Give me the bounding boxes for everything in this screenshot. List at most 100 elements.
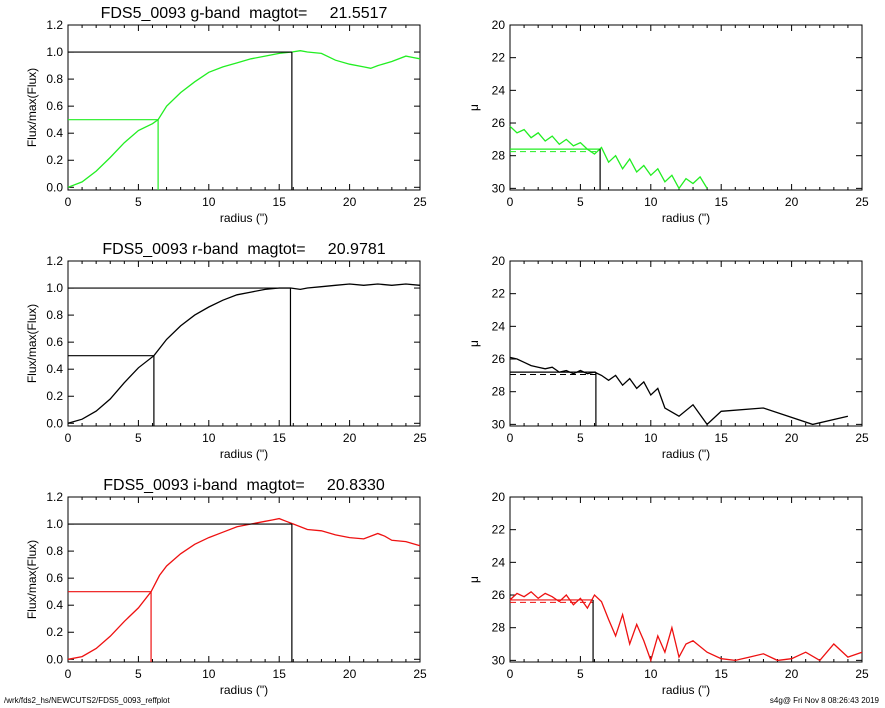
x-tick-label: 20 <box>343 195 357 209</box>
x-tick-label: 20 <box>343 667 357 681</box>
x-tick-label: 0 <box>65 195 72 209</box>
y-axis-label: μ <box>467 340 481 347</box>
y-tick-label: 0.2 <box>46 625 63 639</box>
x-tick-label: 5 <box>135 195 142 209</box>
y-tick-label: 0.4 <box>46 126 63 140</box>
x-tick-label: 15 <box>715 195 729 209</box>
series-line <box>67 50 421 188</box>
y-tick-label: 24 <box>492 83 506 97</box>
y-tick-label: 22 <box>492 51 506 65</box>
panel-3: 0 5 10 15 20 25 0.0 0.2 0.4 0.6 0.8 1.0 1.2 radius ("… <box>25 241 427 461</box>
y-tick-label: 22 <box>492 287 506 301</box>
y-tick-label: 22 <box>492 523 506 537</box>
y-tick-label: 0.8 <box>46 544 63 558</box>
y-tick-label: 30 <box>492 417 506 431</box>
x-tick-label: 0 <box>507 667 514 681</box>
y-tick-label: 0.8 <box>46 308 63 322</box>
y-tick-label: 0.0 <box>46 416 63 430</box>
y-tick-label: 0.2 <box>46 389 63 403</box>
y-tick-label: 0.4 <box>46 362 63 376</box>
x-tick-label: 10 <box>202 195 216 209</box>
y-tick-label: 24 <box>492 319 506 333</box>
x-tick-label: 25 <box>855 667 869 681</box>
x-tick-label: 0 <box>65 431 72 445</box>
x-tick-label: 20 <box>785 195 799 209</box>
x-tick-label: 10 <box>202 431 216 445</box>
y-tick-label: 0.6 <box>46 571 63 585</box>
panel-title: FDS5_0093 r-band magtot= 20.9781 <box>102 241 385 258</box>
plot-frame <box>509 260 863 427</box>
y-tick-label: 0.0 <box>46 652 63 666</box>
x-tick-label: 5 <box>577 667 584 681</box>
y-tick-label: 0.8 <box>46 72 63 86</box>
x-axis-label: radius (") <box>220 683 268 697</box>
y-axis-label: Flux/max(Flux) <box>25 68 39 147</box>
y-tick-label: 28 <box>492 385 506 399</box>
series-line <box>67 283 421 424</box>
panel-title: FDS5_0093 g-band magtot= 21.5517 <box>101 5 388 22</box>
series-line <box>509 356 849 426</box>
panel-4: 0 5 10 15 20 25 20 22 24 26 28 30 radius (") μ <box>467 254 869 461</box>
y-axis-label: Flux/max(Flux) <box>25 304 39 383</box>
panel-1: 0 5 10 15 20 25 0.0 0.2 0.4 0.6 0.8 1.0 1.2 radius ("… <box>25 5 427 225</box>
x-tick-label: 15 <box>273 667 287 681</box>
x-tick-label: 0 <box>65 667 72 681</box>
series-line <box>509 125 708 190</box>
panel-5: 0 5 10 15 20 25 0.0 0.2 0.4 0.6 0.8 1.0 1.2 radius ("… <box>25 477 427 697</box>
x-axis-label: radius (") <box>220 447 268 461</box>
x-tick-label: 15 <box>715 667 729 681</box>
y-tick-label: 20 <box>492 18 506 32</box>
plot-frame <box>67 24 421 191</box>
y-tick-label: 0.4 <box>46 598 63 612</box>
x-tick-label: 25 <box>413 195 427 209</box>
plot-frame <box>509 24 863 191</box>
footer-timestamp: s4g@ Fri Nov 8 08:26:43 2019 <box>769 696 879 705</box>
x-axis-label: radius (") <box>662 683 710 697</box>
y-tick-label: 0.6 <box>46 99 63 113</box>
x-tick-label: 10 <box>644 667 658 681</box>
plot-frame <box>509 496 863 663</box>
x-tick-label: 0 <box>507 195 514 209</box>
x-tick-label: 20 <box>785 431 799 445</box>
x-tick-label: 15 <box>273 195 287 209</box>
y-tick-label: 28 <box>492 149 506 163</box>
series-line <box>67 517 421 660</box>
y-tick-label: 1.2 <box>46 18 63 32</box>
x-tick-label: 10 <box>644 431 658 445</box>
y-tick-label: 0.6 <box>46 335 63 349</box>
x-tick-label: 25 <box>855 431 869 445</box>
x-tick-label: 20 <box>785 667 799 681</box>
y-tick-label: 1.0 <box>46 281 63 295</box>
y-tick-label: 26 <box>492 588 506 602</box>
x-tick-label: 0 <box>507 431 514 445</box>
x-axis-label: radius (") <box>662 211 710 225</box>
y-tick-label: 1.2 <box>46 490 63 504</box>
x-tick-label: 15 <box>273 431 287 445</box>
x-tick-label: 25 <box>413 667 427 681</box>
y-tick-label: 20 <box>492 254 506 268</box>
y-tick-label: 30 <box>492 181 506 195</box>
y-tick-label: 28 <box>492 621 506 635</box>
y-tick-label: 26 <box>492 352 506 366</box>
x-tick-label: 25 <box>855 195 869 209</box>
y-tick-label: 26 <box>492 116 506 130</box>
x-tick-label: 5 <box>577 195 584 209</box>
y-axis-label: Flux/max(Flux) <box>25 540 39 619</box>
x-tick-label: 20 <box>343 431 357 445</box>
x-tick-label: 5 <box>135 667 142 681</box>
y-tick-label: 24 <box>492 555 506 569</box>
panel-title: FDS5_0093 i-band magtot= 20.8330 <box>103 477 385 494</box>
y-tick-label: 30 <box>492 653 506 667</box>
x-axis-label: radius (") <box>220 211 268 225</box>
footer-path: /wrk/fds2_hs/NEWCUTS2/FDS5_0093_reffplot <box>4 696 170 705</box>
series-line <box>509 590 863 663</box>
panel-2: 0 5 10 15 20 25 20 22 24 26 28 30 radius (") μ <box>467 18 869 225</box>
x-tick-label: 5 <box>135 431 142 445</box>
y-axis-label: μ <box>467 576 481 583</box>
y-tick-label: 0.0 <box>46 180 63 194</box>
y-tick-label: 0.2 <box>46 153 63 167</box>
x-axis-label: radius (") <box>662 447 710 461</box>
x-tick-label: 5 <box>577 431 584 445</box>
y-axis-label: μ <box>467 104 481 111</box>
